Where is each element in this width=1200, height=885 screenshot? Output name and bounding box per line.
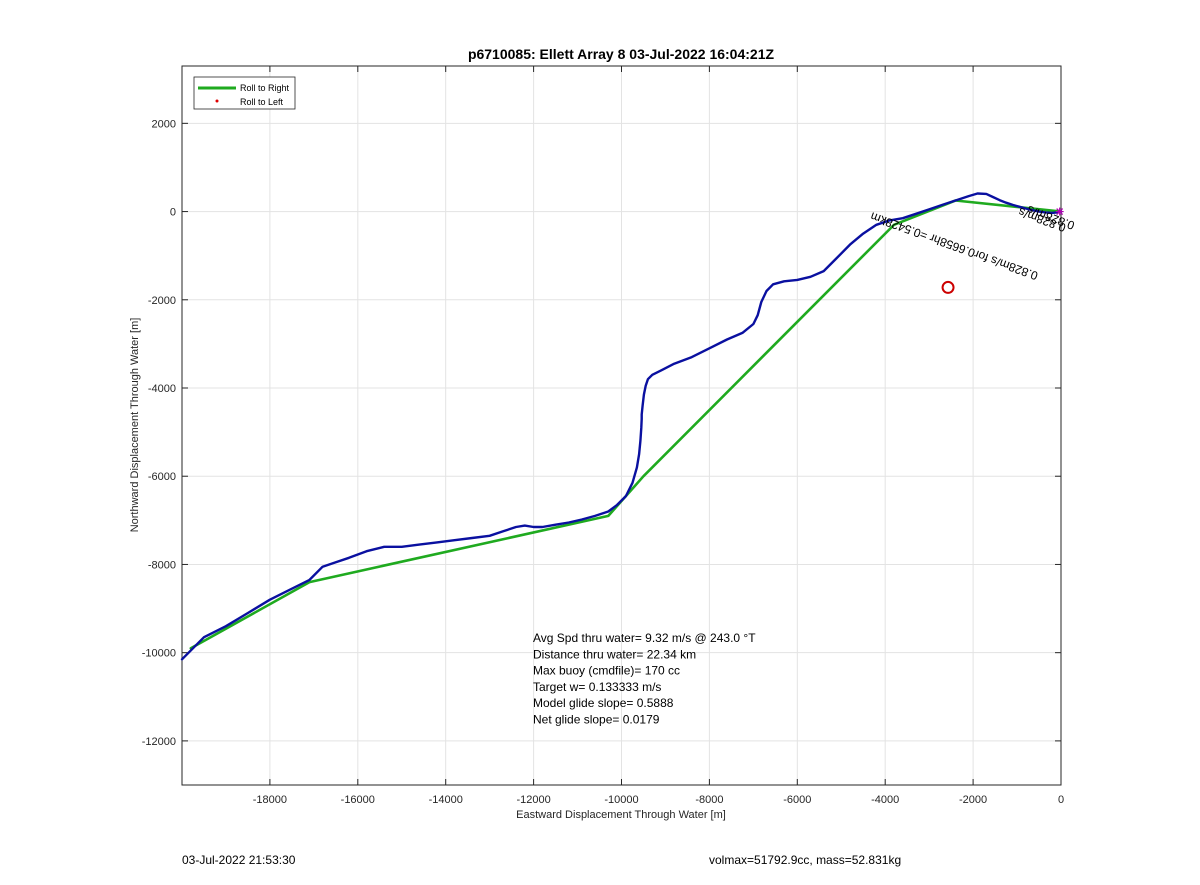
trail-label-layer: 0.828m/s for0.6658hr =0.5428km0.828m/s0.… — [869, 203, 1077, 283]
series-line-track — [180, 192, 1063, 661]
legend-box — [193, 76, 296, 110]
x-tick-label: 0 — [1058, 794, 1064, 806]
y-tick-label: 2000 — [152, 118, 176, 130]
y-tick-label: -6000 — [148, 471, 176, 483]
stats-annotation: Avg Spd thru water= 9.32 m/s @ 243.0 °T D… — [533, 631, 756, 727]
y-tick-label: -8000 — [148, 559, 176, 571]
legend: Roll to Right Roll to Left — [193, 76, 296, 110]
x-tick-label: -4000 — [871, 794, 899, 806]
axis-ticks: -18000 -16000 -14000 -12000 -10000 -8000 -6000… — [142, 66, 1064, 806]
grid — [182, 66, 1062, 785]
target-circle-marker — [941, 280, 955, 294]
stats-line: Model glide slope= 0.5888 — [533, 696, 674, 710]
x-tick-label: -2000 — [959, 794, 987, 806]
stats-line: Avg Spd thru water= 9.32 m/s @ 243.0 °T — [533, 631, 756, 645]
x-tick-label: -6000 — [783, 794, 811, 806]
y-tick-label: -2000 — [148, 295, 176, 307]
stats-line: Distance thru water= 22.34 km — [533, 647, 696, 661]
trail-speed-label: 0.828m/s for0.6658hr =0.5428km — [869, 209, 1040, 283]
end-asterisk-marker — [1055, 207, 1064, 216]
legend-label-roll-left: Roll to Left — [240, 97, 284, 107]
y-tick-label: -10000 — [142, 648, 176, 660]
x-axis-label: Eastward Displacement Through Water [m] — [516, 809, 726, 821]
x-tick-label: -10000 — [604, 794, 638, 806]
stats-line: Target w= 0.133333 m/s — [533, 680, 661, 694]
footer-timestamp: 03-Jul-2022 21:53:30 — [182, 853, 296, 867]
marker-layer — [941, 207, 1064, 294]
stats-line: Net glide slope= 0.0179 — [533, 713, 660, 727]
series-layer — [180, 192, 1063, 661]
y-tick-label: -12000 — [142, 736, 176, 748]
x-tick-label: -18000 — [253, 794, 287, 806]
footer-vehicle-info: volmax=51792.9cc, mass=52.831kg — [709, 853, 902, 867]
chart-title: p6710085: Ellett Array 8 03-Jul-2022 16:… — [468, 46, 775, 62]
x-tick-label: -12000 — [516, 794, 550, 806]
x-tick-label: -8000 — [695, 794, 723, 806]
x-tick-label: -16000 — [341, 794, 375, 806]
series-line-roll-to-right — [189, 199, 1063, 650]
y-tick-label: 0 — [170, 207, 176, 219]
legend-label-roll-right: Roll to Right — [240, 83, 290, 93]
y-axis-label: Northward Displacement Through Water [m] — [129, 318, 141, 533]
x-tick-label: -14000 — [429, 794, 463, 806]
legend-swatch-roll-left — [215, 99, 219, 103]
y-tick-label: -4000 — [148, 383, 176, 395]
stats-line: Max buoy (cmdfile)= 170 cc — [533, 664, 680, 678]
